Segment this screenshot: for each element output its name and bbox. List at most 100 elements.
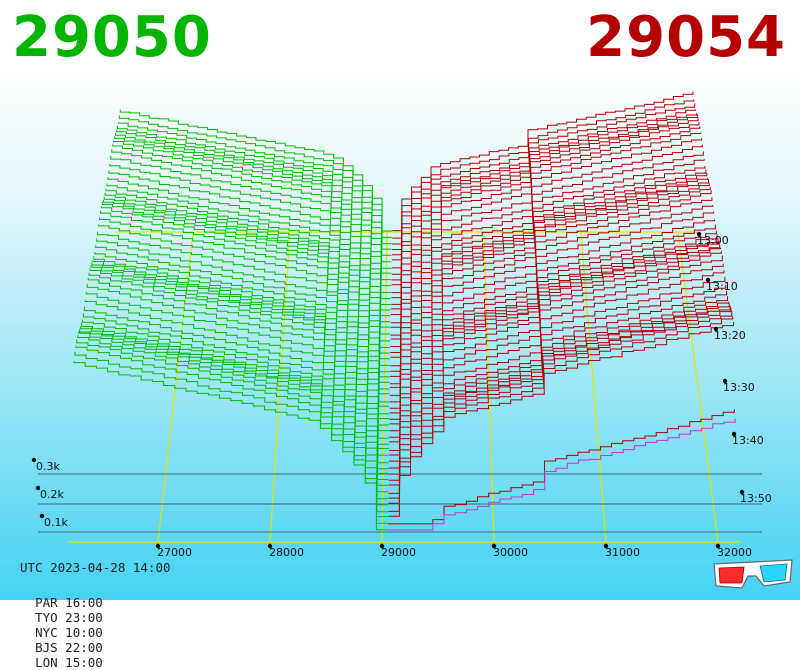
ask-depth-line	[389, 263, 724, 443]
volume-tick-label: 0.1k	[44, 516, 68, 529]
time-tick-label: 13:30	[723, 381, 755, 394]
timezone-nyc: NYC 10:00	[35, 625, 103, 640]
ask-depth-line	[389, 247, 722, 425]
ask-depth-line	[390, 186, 711, 353]
bid-depth-series	[73, 109, 392, 531]
bid-depth-line	[98, 224, 390, 373]
price-tick-label: 32000	[717, 546, 752, 559]
timezone-bjs: BJS 22:00	[35, 640, 103, 655]
ask-depth-line	[389, 284, 727, 462]
ask-depth-line	[391, 169, 707, 324]
price-tick-label: 31000	[605, 546, 640, 559]
time-tick-label: 13:20	[714, 329, 746, 342]
chart-axes: 27000 28000 29000 30000 31000 32000 0.1k 0.2k 0.…	[31, 231, 772, 559]
ask-depth-line	[391, 114, 698, 261]
price-tick-dot	[603, 543, 609, 549]
ask-depth-line	[390, 224, 716, 388]
ask-depth-line	[388, 316, 734, 512]
ask-depth-line	[391, 113, 697, 256]
timezone-par: PAR 16:00	[35, 595, 103, 610]
ask-depth-line	[389, 276, 726, 456]
ask-depth-line	[388, 305, 731, 494]
bid-depth-line	[115, 132, 392, 263]
price-gridline	[677, 231, 719, 543]
ask-depth-line	[388, 310, 733, 504]
price-tick-label: 30000	[493, 546, 528, 559]
ask-depth-line	[391, 132, 702, 286]
price-tick-dot	[379, 543, 385, 549]
volume-tick-dot	[31, 457, 37, 463]
ask-depth-line	[390, 219, 715, 385]
time-tick-dot	[713, 326, 719, 332]
ask-depth-line	[391, 159, 705, 310]
price-gridline	[483, 231, 495, 543]
timezone-lon: LON 15:00	[35, 655, 103, 670]
ask-depth-line	[391, 117, 699, 269]
ask-depth-line	[391, 144, 703, 299]
price-tick-dot	[715, 543, 721, 549]
ask-depth-line	[390, 172, 708, 328]
timezone-row: PAR 16:00 TYO 23:00 NYC 10:00 BJS 22:00 …	[20, 580, 125, 670]
bid-depth-line	[105, 188, 391, 323]
time-tick-dot	[722, 378, 728, 384]
bid-depth-line	[112, 144, 392, 281]
ask-depth-line	[388, 418, 736, 531]
ask-depth-line	[388, 290, 728, 469]
time-tick-dot	[696, 231, 702, 237]
ask-depth-line	[392, 99, 695, 239]
price-tick-label: 29000	[381, 546, 416, 559]
ask-depth-line	[389, 270, 725, 451]
ask-depth-line	[391, 165, 706, 315]
price-gridline	[381, 231, 388, 543]
utc-time: UTC 2023-04-28 14:00	[20, 560, 171, 575]
time-tick-dot	[731, 431, 737, 437]
bid-depth-line	[118, 115, 392, 238]
price-gridline	[580, 231, 607, 543]
ask-depth-line	[391, 126, 701, 281]
ask-depth-line	[392, 109, 696, 250]
price-gridline	[269, 231, 291, 543]
bid-depth-line	[109, 163, 391, 300]
ask-depth-line	[389, 250, 722, 432]
ask-depth-line	[391, 138, 703, 294]
ask-depth-series	[388, 91, 736, 531]
volume-tick-dot	[35, 485, 41, 491]
price-tick-dot	[267, 543, 273, 549]
ask-depth-line	[390, 205, 714, 372]
3d-glasses-icon[interactable]	[712, 556, 794, 592]
time-tick-label: 13:00	[697, 234, 729, 247]
timezone-tyo: TYO 23:00	[35, 610, 103, 625]
bid-depth-line	[116, 125, 392, 250]
time-tick-dot	[739, 489, 745, 495]
time-tick-label: 13:40	[732, 434, 764, 447]
price-tick-dot	[491, 543, 497, 549]
time-tick-label: 13:50	[740, 492, 772, 505]
ask-depth-line	[392, 91, 694, 232]
ask-depth-line	[390, 190, 712, 358]
volume-tick-label: 0.3k	[36, 460, 60, 473]
ask-depth-line	[391, 122, 700, 275]
ask-depth-line	[389, 234, 718, 403]
ask-depth-line	[391, 151, 704, 305]
ask-depth-line	[388, 409, 735, 525]
volume-tick-dot	[39, 513, 45, 519]
ask-depth-line	[390, 197, 713, 367]
ask-depth-line	[388, 322, 734, 517]
bid-depth-line	[75, 345, 388, 518]
bid-depth-line	[73, 361, 388, 531]
price-tick-dot	[155, 543, 161, 549]
bid-depth-line	[76, 339, 388, 513]
ask-depth-line	[389, 255, 723, 438]
ask-depth-line	[388, 307, 732, 499]
bid-depth-line	[108, 170, 391, 305]
time-tick-dot	[705, 277, 711, 283]
ask-price: 29054	[586, 5, 786, 70]
depth-chart: 27000 28000 29000 30000 31000 32000 0.1k 0.2k 0.…	[31, 91, 772, 559]
time-tick-label: 13:10	[706, 280, 738, 293]
ask-depth-line	[390, 211, 715, 377]
price-tick-label: 27000	[157, 546, 192, 559]
ask-depth-line	[392, 103, 696, 245]
bid-price: 29050	[12, 5, 212, 70]
price-tick-label: 28000	[269, 546, 304, 559]
volume-tick-label: 0.2k	[40, 488, 64, 501]
